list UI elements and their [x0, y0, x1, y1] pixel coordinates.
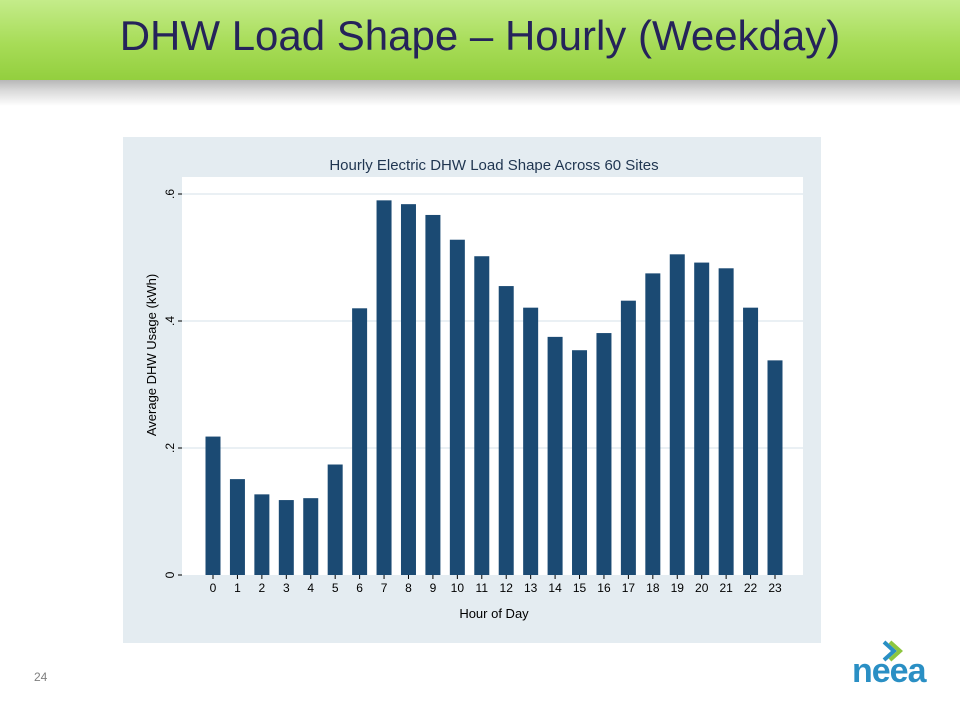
- x-tick-label: 19: [671, 581, 685, 595]
- bar-hour-1: [229, 479, 245, 575]
- bar-hour-20: [694, 262, 710, 575]
- y-axis-label: Average DHW Usage (kWh): [144, 274, 159, 436]
- y-tick-label: .6: [163, 189, 177, 199]
- bar-hour-16: [596, 333, 612, 575]
- x-tick-label: 12: [500, 581, 514, 595]
- y-tick-labels: 0 .2 .4 .6: [163, 189, 177, 579]
- x-tick-label: 9: [430, 581, 437, 595]
- x-tick-label: 3: [283, 581, 290, 595]
- plot-area: [182, 177, 803, 575]
- bar-hour-6: [352, 308, 368, 575]
- logo-wordmark: neea: [852, 652, 926, 690]
- bar-hour-8: [400, 204, 416, 575]
- x-tick-label: 11: [476, 581, 489, 595]
- x-tick-label: 14: [548, 581, 562, 595]
- bar-hour-5: [327, 464, 343, 575]
- bar-hour-9: [425, 214, 441, 575]
- bar-hour-21: [718, 268, 734, 575]
- x-tick-label: 20: [695, 581, 709, 595]
- title-band: [0, 0, 960, 80]
- bar-hour-13: [523, 307, 539, 575]
- bar-hour-11: [474, 256, 490, 575]
- x-tick-label: 23: [768, 581, 782, 595]
- bar-hour-4: [303, 498, 319, 575]
- bar-hour-14: [547, 336, 563, 575]
- x-tick-label: 5: [332, 581, 339, 595]
- neea-chevron-icon: [882, 640, 903, 662]
- x-tick-label: 21: [719, 581, 733, 595]
- title-shadow: [0, 80, 960, 106]
- y-tick-label: .2: [163, 443, 177, 453]
- x-tick-label: 0: [210, 581, 217, 595]
- x-tick-label: 18: [646, 581, 660, 595]
- y-tick-label: 0: [163, 571, 177, 578]
- bar-chart: 0.2.4.6 0 1 2 3 4 5 6 7 8 9 10 11 12 13 14 15 16 17 18 19 20…: [144, 157, 803, 621]
- chart-panel: 0.2.4.6 0 1 2 3 4 5 6 7 8 9 10 11 12 13 14 15 16 17 18 19 20…: [123, 137, 821, 643]
- bar-hour-19: [669, 254, 685, 575]
- bar-hour-18: [645, 273, 661, 575]
- bar-hour-15: [572, 350, 588, 575]
- slide-title: DHW Load Shape – Hourly (Weekday): [119, 12, 841, 59]
- x-tick-label: 16: [597, 581, 611, 595]
- bar-hour-3: [278, 500, 294, 575]
- bar-hour-12: [498, 286, 514, 575]
- bar-hour-0: [205, 436, 221, 575]
- chart-title: Hourly Electric DHW Load Shape Across 60…: [329, 157, 658, 174]
- neea-logo: neea: [852, 640, 932, 690]
- x-tick-label: 1: [234, 581, 241, 595]
- x-tick-label: 17: [622, 581, 636, 595]
- bar-hour-10: [449, 239, 465, 575]
- bar-hour-23: [767, 360, 783, 575]
- x-tick-label: 4: [307, 581, 314, 595]
- bar-hour-17: [620, 300, 636, 575]
- bar-hour-7: [376, 200, 392, 575]
- x-tick-label: 13: [524, 581, 538, 595]
- y-tick-label: .4: [163, 316, 177, 326]
- x-axis-label: Hour of Day: [459, 606, 529, 621]
- x-tick-label: 10: [451, 581, 465, 595]
- x-tick-labels: 0 1 2 3 4 5 6 7 8 9 10 11 12 13 14 15 16 17 18 19 20 21 22 23: [210, 575, 782, 595]
- x-tick-label: 15: [573, 581, 587, 595]
- x-tick-label: 8: [405, 581, 412, 595]
- x-tick-label: 2: [259, 581, 266, 595]
- bar-hour-2: [254, 494, 270, 575]
- x-tick-label: 6: [356, 581, 363, 595]
- x-tick-label: 7: [381, 581, 388, 595]
- x-tick-label: 22: [744, 581, 758, 595]
- bars: [205, 200, 783, 575]
- page-number: 24: [34, 670, 48, 684]
- bar-hour-22: [743, 307, 759, 575]
